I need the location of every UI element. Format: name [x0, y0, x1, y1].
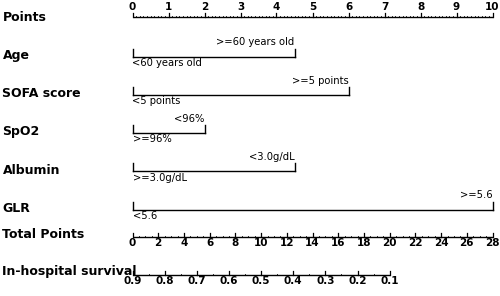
Text: >=3.0g/dL: >=3.0g/dL — [132, 173, 186, 183]
Text: 0.1: 0.1 — [380, 276, 399, 286]
Text: 0.7: 0.7 — [188, 276, 206, 286]
Text: 0.6: 0.6 — [220, 276, 238, 286]
Text: 1: 1 — [165, 1, 172, 12]
Text: <5.6: <5.6 — [132, 211, 157, 221]
Text: Albumin: Albumin — [2, 164, 60, 177]
Text: 8: 8 — [417, 1, 424, 12]
Text: In-hospital survival: In-hospital survival — [2, 265, 137, 278]
Text: 8: 8 — [232, 238, 239, 248]
Text: GLR: GLR — [2, 202, 30, 215]
Text: 6: 6 — [345, 1, 352, 12]
Text: <5 points: <5 points — [132, 96, 181, 106]
Text: >=5 points: >=5 points — [292, 75, 348, 86]
Text: 0: 0 — [129, 238, 136, 248]
Text: 6: 6 — [206, 238, 214, 248]
Text: 16: 16 — [331, 238, 345, 248]
Text: 0.4: 0.4 — [284, 276, 302, 286]
Text: 22: 22 — [408, 238, 422, 248]
Text: 2: 2 — [201, 1, 208, 12]
Text: 9: 9 — [453, 1, 460, 12]
Text: 14: 14 — [305, 238, 320, 248]
Text: 26: 26 — [460, 238, 474, 248]
Text: 20: 20 — [382, 238, 397, 248]
Text: 0.9: 0.9 — [124, 276, 142, 286]
Text: Points: Points — [2, 11, 46, 24]
Text: >=96%: >=96% — [132, 134, 171, 144]
Text: <60 years old: <60 years old — [132, 58, 202, 68]
Text: <96%: <96% — [174, 114, 204, 124]
Text: 4: 4 — [273, 1, 280, 12]
Text: <3.0g/dL: <3.0g/dL — [249, 152, 294, 162]
Text: 18: 18 — [356, 238, 371, 248]
Text: 10: 10 — [254, 238, 268, 248]
Text: SOFA score: SOFA score — [2, 87, 81, 100]
Text: 0.8: 0.8 — [156, 276, 174, 286]
Text: 24: 24 — [434, 238, 448, 248]
Text: 7: 7 — [381, 1, 388, 12]
Text: 3: 3 — [237, 1, 244, 12]
Text: Age: Age — [2, 49, 30, 62]
Text: 0.3: 0.3 — [316, 276, 334, 286]
Text: 0.5: 0.5 — [252, 276, 270, 286]
Text: 4: 4 — [180, 238, 188, 248]
Text: 28: 28 — [485, 238, 500, 248]
Text: SpO2: SpO2 — [2, 125, 40, 138]
Text: 2: 2 — [154, 238, 162, 248]
Text: >=5.6: >=5.6 — [460, 190, 492, 200]
Text: 5: 5 — [309, 1, 316, 12]
Text: 10: 10 — [485, 1, 500, 12]
Text: Total Points: Total Points — [2, 228, 85, 241]
Text: >=60 years old: >=60 years old — [216, 37, 294, 47]
Text: 0: 0 — [129, 1, 136, 12]
Text: 12: 12 — [280, 238, 294, 248]
Text: 0.2: 0.2 — [348, 276, 367, 286]
